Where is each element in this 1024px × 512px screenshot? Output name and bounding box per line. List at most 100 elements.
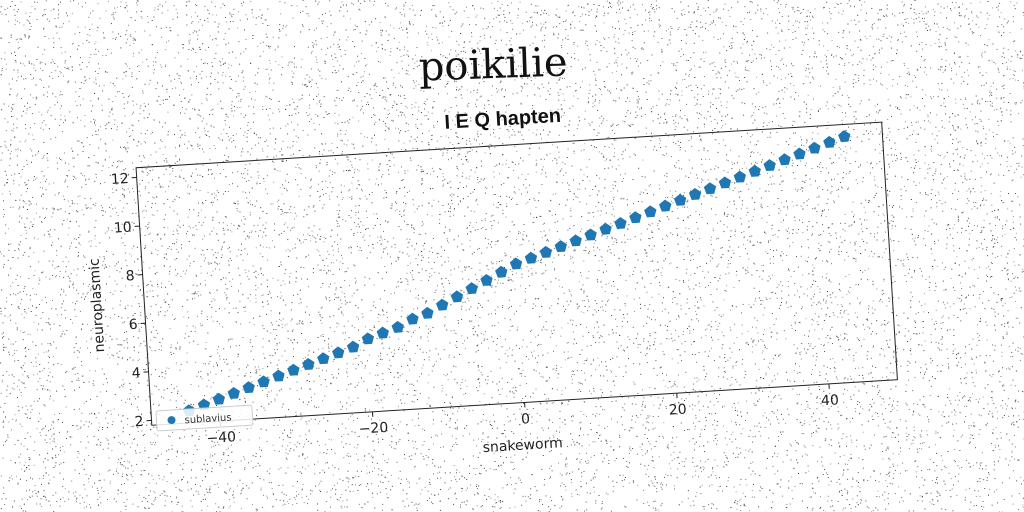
noise-dot bbox=[4, 441, 6, 443]
noise-dot bbox=[860, 502, 862, 504]
noise-dot bbox=[342, 4, 344, 6]
noise-dot bbox=[655, 507, 657, 509]
noise-dot bbox=[1019, 57, 1021, 59]
noise-dot bbox=[124, 7, 126, 9]
noise-dot bbox=[996, 489, 997, 491]
noise-dot bbox=[58, 4, 60, 6]
noise-dot bbox=[229, 12, 231, 14]
noise-dot bbox=[186, 14, 188, 16]
noise-dot bbox=[85, 2, 86, 4]
noise-dot bbox=[0, 475, 2, 477]
noise-dot bbox=[936, 496, 938, 497]
noise-dot bbox=[730, 507, 732, 508]
noise-dot bbox=[926, 492, 928, 494]
noise-dot bbox=[60, 1, 61, 3]
noise-dot bbox=[977, 490, 979, 492]
noise-dot bbox=[1, 381, 3, 383]
noise-dot bbox=[108, 0, 110, 2]
noise-dot bbox=[1022, 54, 1024, 56]
noise-dot bbox=[887, 497, 889, 499]
noise-dot bbox=[229, 13, 231, 15]
noise-dot bbox=[801, 500, 803, 502]
noise-dot bbox=[702, 506, 704, 508]
noise-dot bbox=[937, 500, 939, 502]
noise-dot bbox=[315, 0, 317, 2]
noise-dot bbox=[841, 495, 843, 496]
noise-dot bbox=[3, 420, 5, 422]
noise-dot bbox=[14, 5, 16, 6]
noise-dot bbox=[979, 496, 981, 497]
noise-dot bbox=[11, 1, 13, 2]
noise-dot bbox=[97, 3, 99, 5]
noise-dot bbox=[657, 509, 659, 511]
noise-dot bbox=[823, 509, 825, 511]
noise-dot bbox=[185, 5, 187, 7]
noise-dot bbox=[30, 26, 32, 27]
noise-dot bbox=[357, 0, 359, 2]
noise-dot bbox=[758, 506, 760, 508]
noise-dot bbox=[369, 0, 371, 2]
noise-dot bbox=[173, 5, 175, 7]
noise-dot bbox=[976, 505, 978, 506]
noise-dot bbox=[885, 508, 887, 510]
noise-dot bbox=[576, 509, 578, 511]
noise-dot bbox=[1017, 54, 1019, 56]
noise-dot bbox=[243, 1, 244, 3]
noise-dot bbox=[866, 506, 868, 508]
noise-dot bbox=[1020, 483, 1022, 485]
noise-dot bbox=[153, 16, 155, 18]
noise-dot bbox=[140, 16, 142, 18]
noise-dot bbox=[26, 19, 28, 21]
noise-dot bbox=[786, 504, 788, 505]
noise-dot bbox=[36, 1, 38, 3]
noise-dot bbox=[820, 496, 821, 498]
noise-dot bbox=[737, 501, 739, 502]
noise-dot bbox=[859, 491, 861, 493]
noise-dot bbox=[341, 1, 343, 3]
noise-dot bbox=[952, 510, 954, 512]
noise-dot bbox=[1020, 102, 1022, 104]
noise-dot bbox=[1016, 56, 1018, 58]
noise-dot bbox=[1020, 176, 1022, 178]
noise-dot bbox=[625, 506, 627, 508]
noise-dot bbox=[949, 490, 951, 491]
noise-dot bbox=[161, 12, 163, 14]
noise-dot bbox=[819, 508, 821, 509]
noise-dot bbox=[1021, 70, 1023, 72]
noise-dot bbox=[36, 19, 38, 20]
noise-dot bbox=[14, 23, 16, 25]
noise-dot bbox=[78, 3, 80, 5]
noise-dot bbox=[861, 500, 863, 502]
noise-dot bbox=[5, 416, 6, 418]
noise-dot bbox=[2, 421, 4, 423]
noise-dot bbox=[3, 493, 5, 494]
noise-dot bbox=[938, 493, 940, 495]
noise-dot bbox=[154, 9, 156, 11]
noise-dot bbox=[317, 3, 319, 5]
noise-dot bbox=[241, 3, 242, 5]
noise-dot bbox=[988, 494, 989, 496]
noise-dot bbox=[877, 490, 879, 492]
noise-dot bbox=[982, 501, 984, 502]
noise-dot bbox=[8, 480, 10, 482]
noise-dot bbox=[4, 8, 6, 10]
noise-dot bbox=[945, 509, 947, 511]
noise-dot bbox=[2, 374, 4, 376]
noise-dot bbox=[856, 495, 858, 497]
noise-dot bbox=[127, 10, 129, 12]
noise-dot bbox=[876, 496, 878, 497]
noise-dot bbox=[16, 11, 18, 13]
noise-dot bbox=[820, 506, 822, 508]
noise-dot bbox=[708, 504, 710, 506]
noise-dot bbox=[713, 504, 715, 506]
noise-dot bbox=[58, 13, 60, 15]
noise-dot bbox=[353, 4, 355, 6]
noise-dot bbox=[807, 507, 808, 509]
noise-dot bbox=[0, 6, 2, 8]
noise-dot bbox=[1013, 70, 1015, 72]
noise-dot bbox=[833, 510, 835, 512]
noise-dot bbox=[204, 5, 206, 7]
noise-dot bbox=[71, 12, 73, 14]
noise-dot bbox=[932, 499, 934, 501]
noise-dot bbox=[186, 1, 188, 3]
